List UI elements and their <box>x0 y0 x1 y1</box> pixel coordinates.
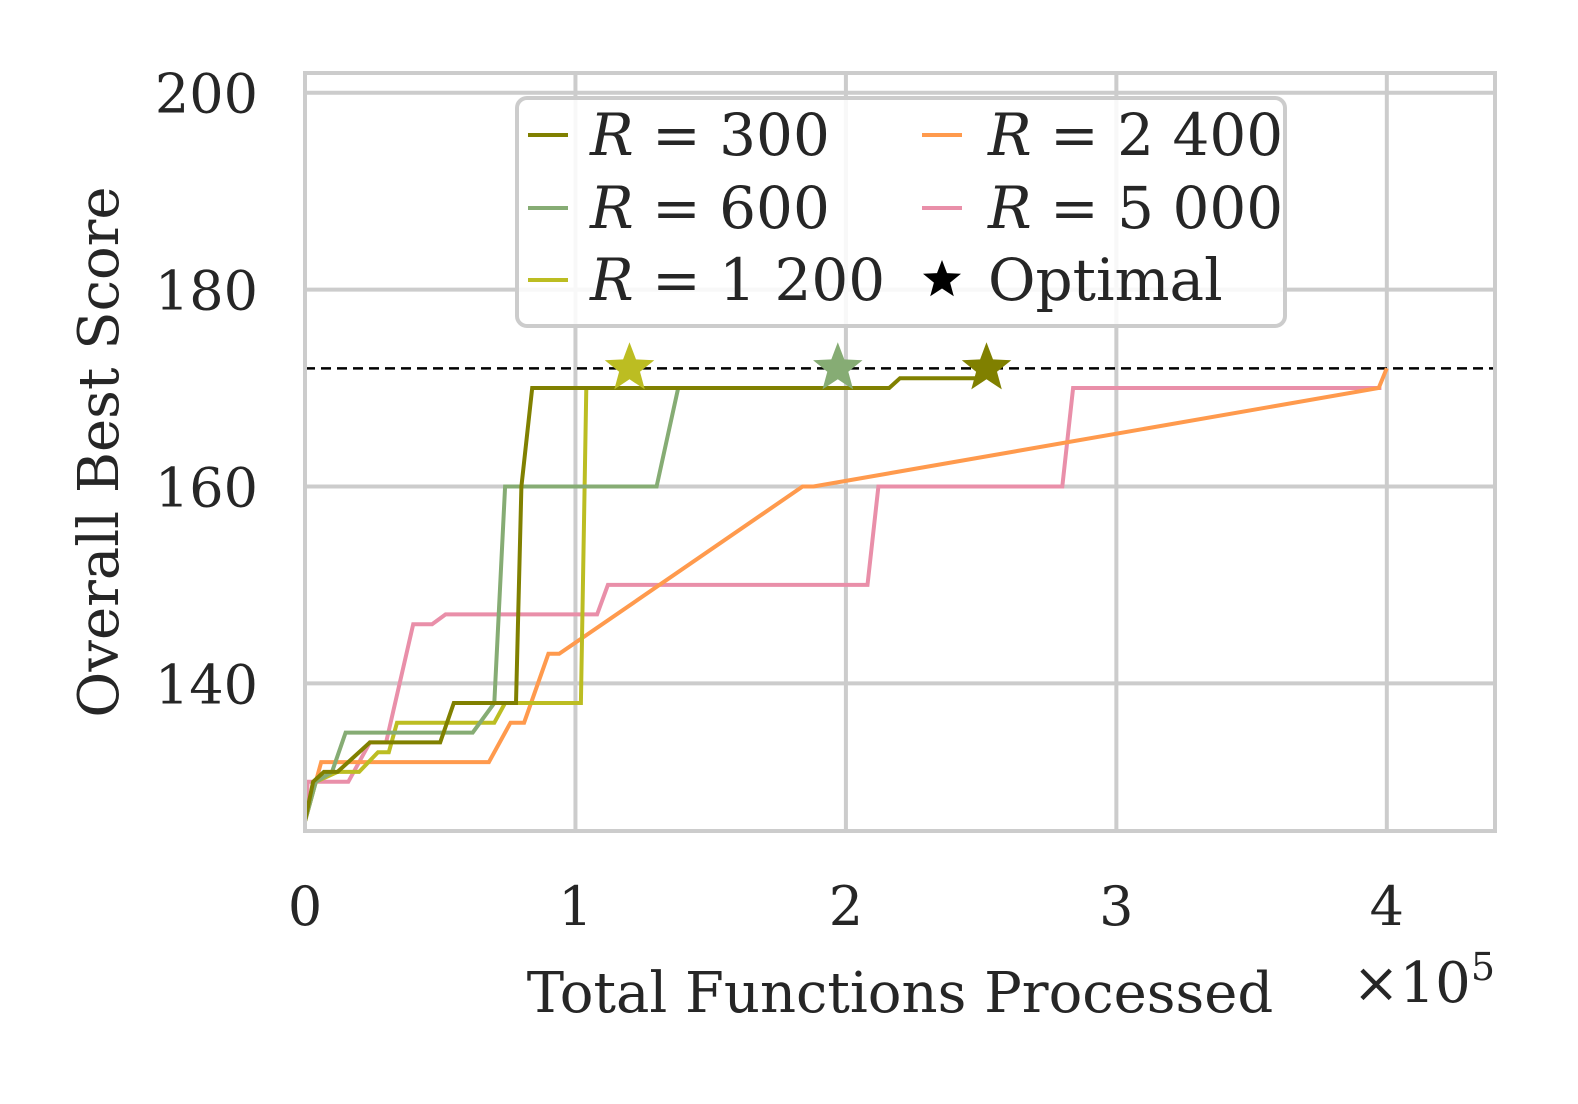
x-tick-label: 4 <box>1370 875 1404 938</box>
legend-label: R = 600 <box>589 174 830 242</box>
optimal-markers <box>604 342 1012 390</box>
x-tick-label: 3 <box>1099 875 1133 938</box>
series-line-1 <box>303 376 982 822</box>
y-tick-label: 160 <box>155 456 258 519</box>
x-axis-multiplier: ×105 <box>1353 945 1495 1016</box>
x-axis-label: Total Functions Processed <box>527 961 1274 1026</box>
y-tick-label: 180 <box>155 260 258 323</box>
legend-label: R = 1 200 <box>589 246 885 314</box>
series-line-4 <box>303 367 1389 822</box>
x-tick-labels: 0 1 2 3 4 <box>288 875 1404 938</box>
y-tick-labels: 140 160 180 200 <box>155 63 258 717</box>
optimal-star-marker <box>813 342 863 390</box>
legend-label: Optimal <box>988 246 1223 314</box>
y-tick-label: 140 <box>155 653 258 716</box>
legend-star-icon <box>923 260 961 297</box>
x-tick-label: 1 <box>558 875 592 938</box>
series-line-2 <box>303 386 819 822</box>
optimal-star-marker <box>604 342 655 390</box>
legend-label: R = 2 400 <box>987 101 1283 169</box>
y-axis-label: Overall Best Score <box>67 186 132 717</box>
x-tick-label: 0 <box>288 875 322 938</box>
series-lines <box>303 367 1389 822</box>
y-tick-label: 200 <box>155 63 258 126</box>
optimal-star-marker <box>961 342 1012 390</box>
legend-label: R = 5 000 <box>987 174 1283 242</box>
axes-frame <box>303 71 1497 833</box>
x-tick-label: 2 <box>829 875 863 938</box>
legend-label: R = 300 <box>589 101 830 169</box>
series-line-5 <box>303 386 1382 822</box>
legend-box <box>515 96 1287 328</box>
